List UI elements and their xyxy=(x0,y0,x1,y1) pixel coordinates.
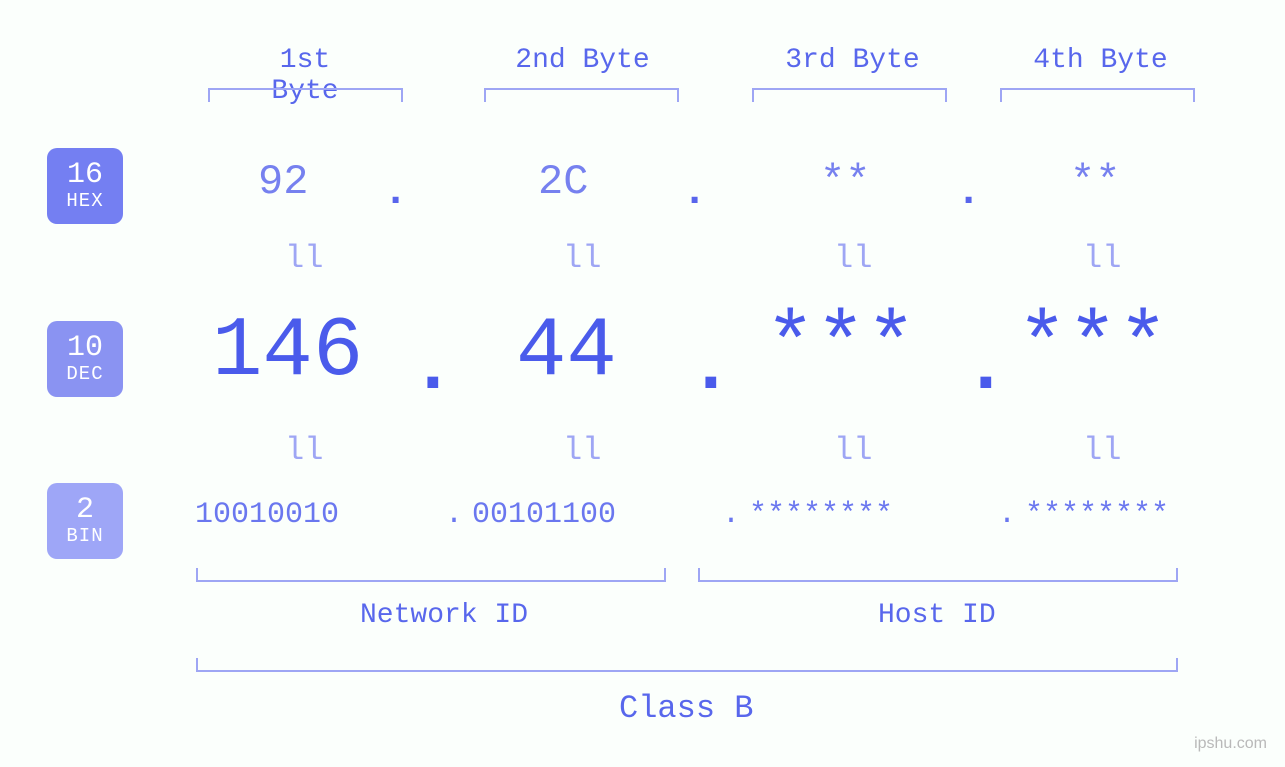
bin-dot-3: . xyxy=(998,498,1016,532)
eq-hex-dec-3: ll xyxy=(834,240,872,277)
watermark: ipshu.com xyxy=(1194,735,1267,753)
eq-hex-dec-4: ll xyxy=(1083,240,1121,277)
dec-byte-2: 44 xyxy=(516,305,617,400)
bin-byte-1: 10010010 xyxy=(195,498,339,532)
byte-bracket-1 xyxy=(208,88,403,102)
eq-dec-bin-1: ll xyxy=(285,432,323,469)
eq-dec-bin-4: ll xyxy=(1083,432,1121,469)
hex-dot-3: . xyxy=(956,168,981,216)
hex-badge-num: 16 xyxy=(67,160,103,192)
eq-hex-dec-2: ll xyxy=(563,240,601,277)
network-id-bracket xyxy=(196,568,666,582)
dec-badge: 10 DEC xyxy=(47,321,123,397)
host-id-label: Host ID xyxy=(878,600,996,631)
byte-bracket-4 xyxy=(1000,88,1195,102)
bin-dot-1: . xyxy=(445,498,463,532)
bin-dot-2: . xyxy=(722,498,740,532)
dec-byte-1: 146 xyxy=(212,305,363,400)
hex-badge-label: HEX xyxy=(66,192,103,212)
bin-byte-4: ******** xyxy=(1025,498,1169,532)
class-bracket xyxy=(196,658,1178,672)
hex-byte-4: ** xyxy=(1070,158,1120,206)
eq-dec-bin-3: ll xyxy=(834,432,872,469)
eq-hex-dec-1: ll xyxy=(285,240,323,277)
byte-bracket-2 xyxy=(484,88,679,102)
bin-badge: 2 BIN xyxy=(47,483,123,559)
bin-badge-num: 2 xyxy=(76,495,94,527)
dec-byte-3: *** xyxy=(765,300,916,395)
hex-byte-3: ** xyxy=(820,158,870,206)
hex-dot-1: . xyxy=(383,168,408,216)
eq-dec-bin-2: ll xyxy=(563,432,601,469)
byte-header-3: 3rd Byte xyxy=(785,45,920,76)
dec-dot-1: . xyxy=(410,325,456,411)
dec-dot-3: . xyxy=(963,325,1009,411)
dec-badge-label: DEC xyxy=(66,365,103,385)
hex-badge: 16 HEX xyxy=(47,148,123,224)
network-id-label: Network ID xyxy=(360,600,528,631)
dec-badge-num: 10 xyxy=(67,333,103,365)
byte-header-4: 4th Byte xyxy=(1033,45,1168,76)
hex-byte-1: 92 xyxy=(258,158,308,206)
bin-byte-2: 00101100 xyxy=(472,498,616,532)
bin-byte-3: ******** xyxy=(749,498,893,532)
bin-badge-label: BIN xyxy=(66,527,103,547)
class-label: Class B xyxy=(619,690,753,727)
byte-header-2: 2nd Byte xyxy=(515,45,650,76)
byte-bracket-3 xyxy=(752,88,947,102)
dec-byte-4: *** xyxy=(1017,300,1168,395)
dec-dot-2: . xyxy=(688,325,734,411)
host-id-bracket xyxy=(698,568,1178,582)
hex-byte-2: 2C xyxy=(538,158,588,206)
hex-dot-2: . xyxy=(682,168,707,216)
